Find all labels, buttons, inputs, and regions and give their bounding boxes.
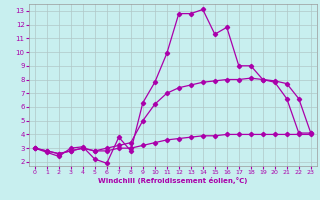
X-axis label: Windchill (Refroidissement éolien,°C): Windchill (Refroidissement éolien,°C) <box>98 177 247 184</box>
